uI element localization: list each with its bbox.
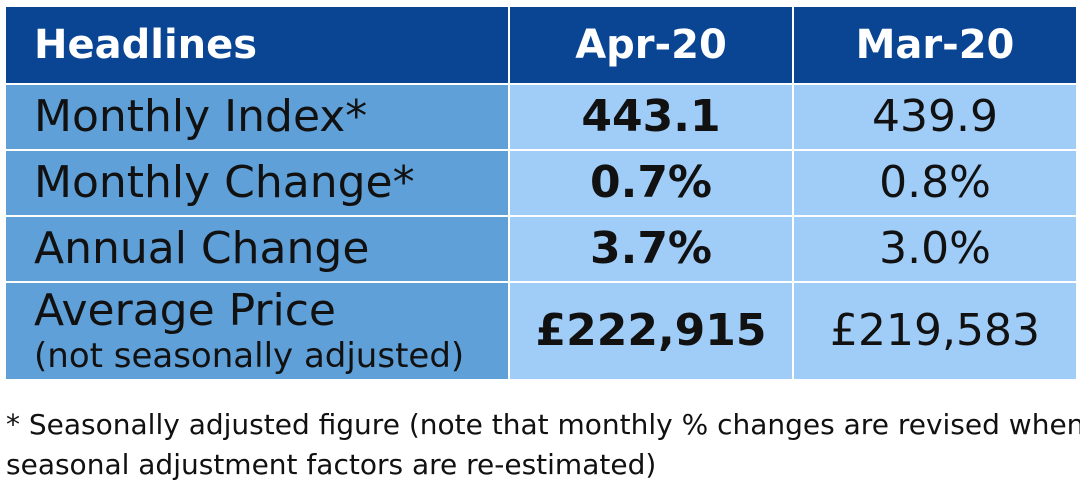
- table-row: Monthly Index* 443.1 439.9: [4, 83, 1078, 151]
- header-mar-20: Mar-20: [792, 5, 1078, 85]
- headlines-table: Headlines Apr-20 Mar-20 Monthly Index* 4…: [4, 5, 1078, 381]
- footnote-line-1: * Seasonally adjusted figure (note that …: [6, 408, 1080, 441]
- average-price-sublabel: (not seasonally adjusted): [34, 336, 465, 376]
- row-label-annual-change: Annual Change: [4, 215, 510, 283]
- average-price-label: Average Price: [34, 285, 337, 336]
- cell-average-price-mar: £219,583: [792, 281, 1078, 381]
- row-label-monthly-change: Monthly Change*: [4, 149, 510, 217]
- cell-monthly-change-mar: 0.8%: [792, 149, 1078, 217]
- table-row: Annual Change 3.7% 3.0%: [4, 215, 1078, 283]
- row-label-average-price: Average Price (not seasonally adjusted): [4, 281, 510, 381]
- footnote: * Seasonally adjusted figure (note that …: [6, 405, 1080, 485]
- cell-monthly-index-mar: 439.9: [792, 83, 1078, 151]
- cell-average-price-apr: £222,915: [508, 281, 794, 381]
- header-row: Headlines Apr-20 Mar-20: [4, 5, 1078, 85]
- footnote-line-2: seasonal adjustment factors are re-estim…: [6, 448, 657, 481]
- cell-monthly-index-apr: 443.1: [508, 83, 794, 151]
- cell-annual-change-mar: 3.0%: [792, 215, 1078, 283]
- header-apr-20: Apr-20: [508, 5, 794, 85]
- cell-annual-change-apr: 3.7%: [508, 215, 794, 283]
- header-headlines: Headlines: [4, 5, 510, 85]
- row-label-monthly-index: Monthly Index*: [4, 83, 510, 151]
- cell-monthly-change-apr: 0.7%: [508, 149, 794, 217]
- table-row: Average Price (not seasonally adjusted) …: [4, 281, 1078, 381]
- table-row: Monthly Change* 0.7% 0.8%: [4, 149, 1078, 217]
